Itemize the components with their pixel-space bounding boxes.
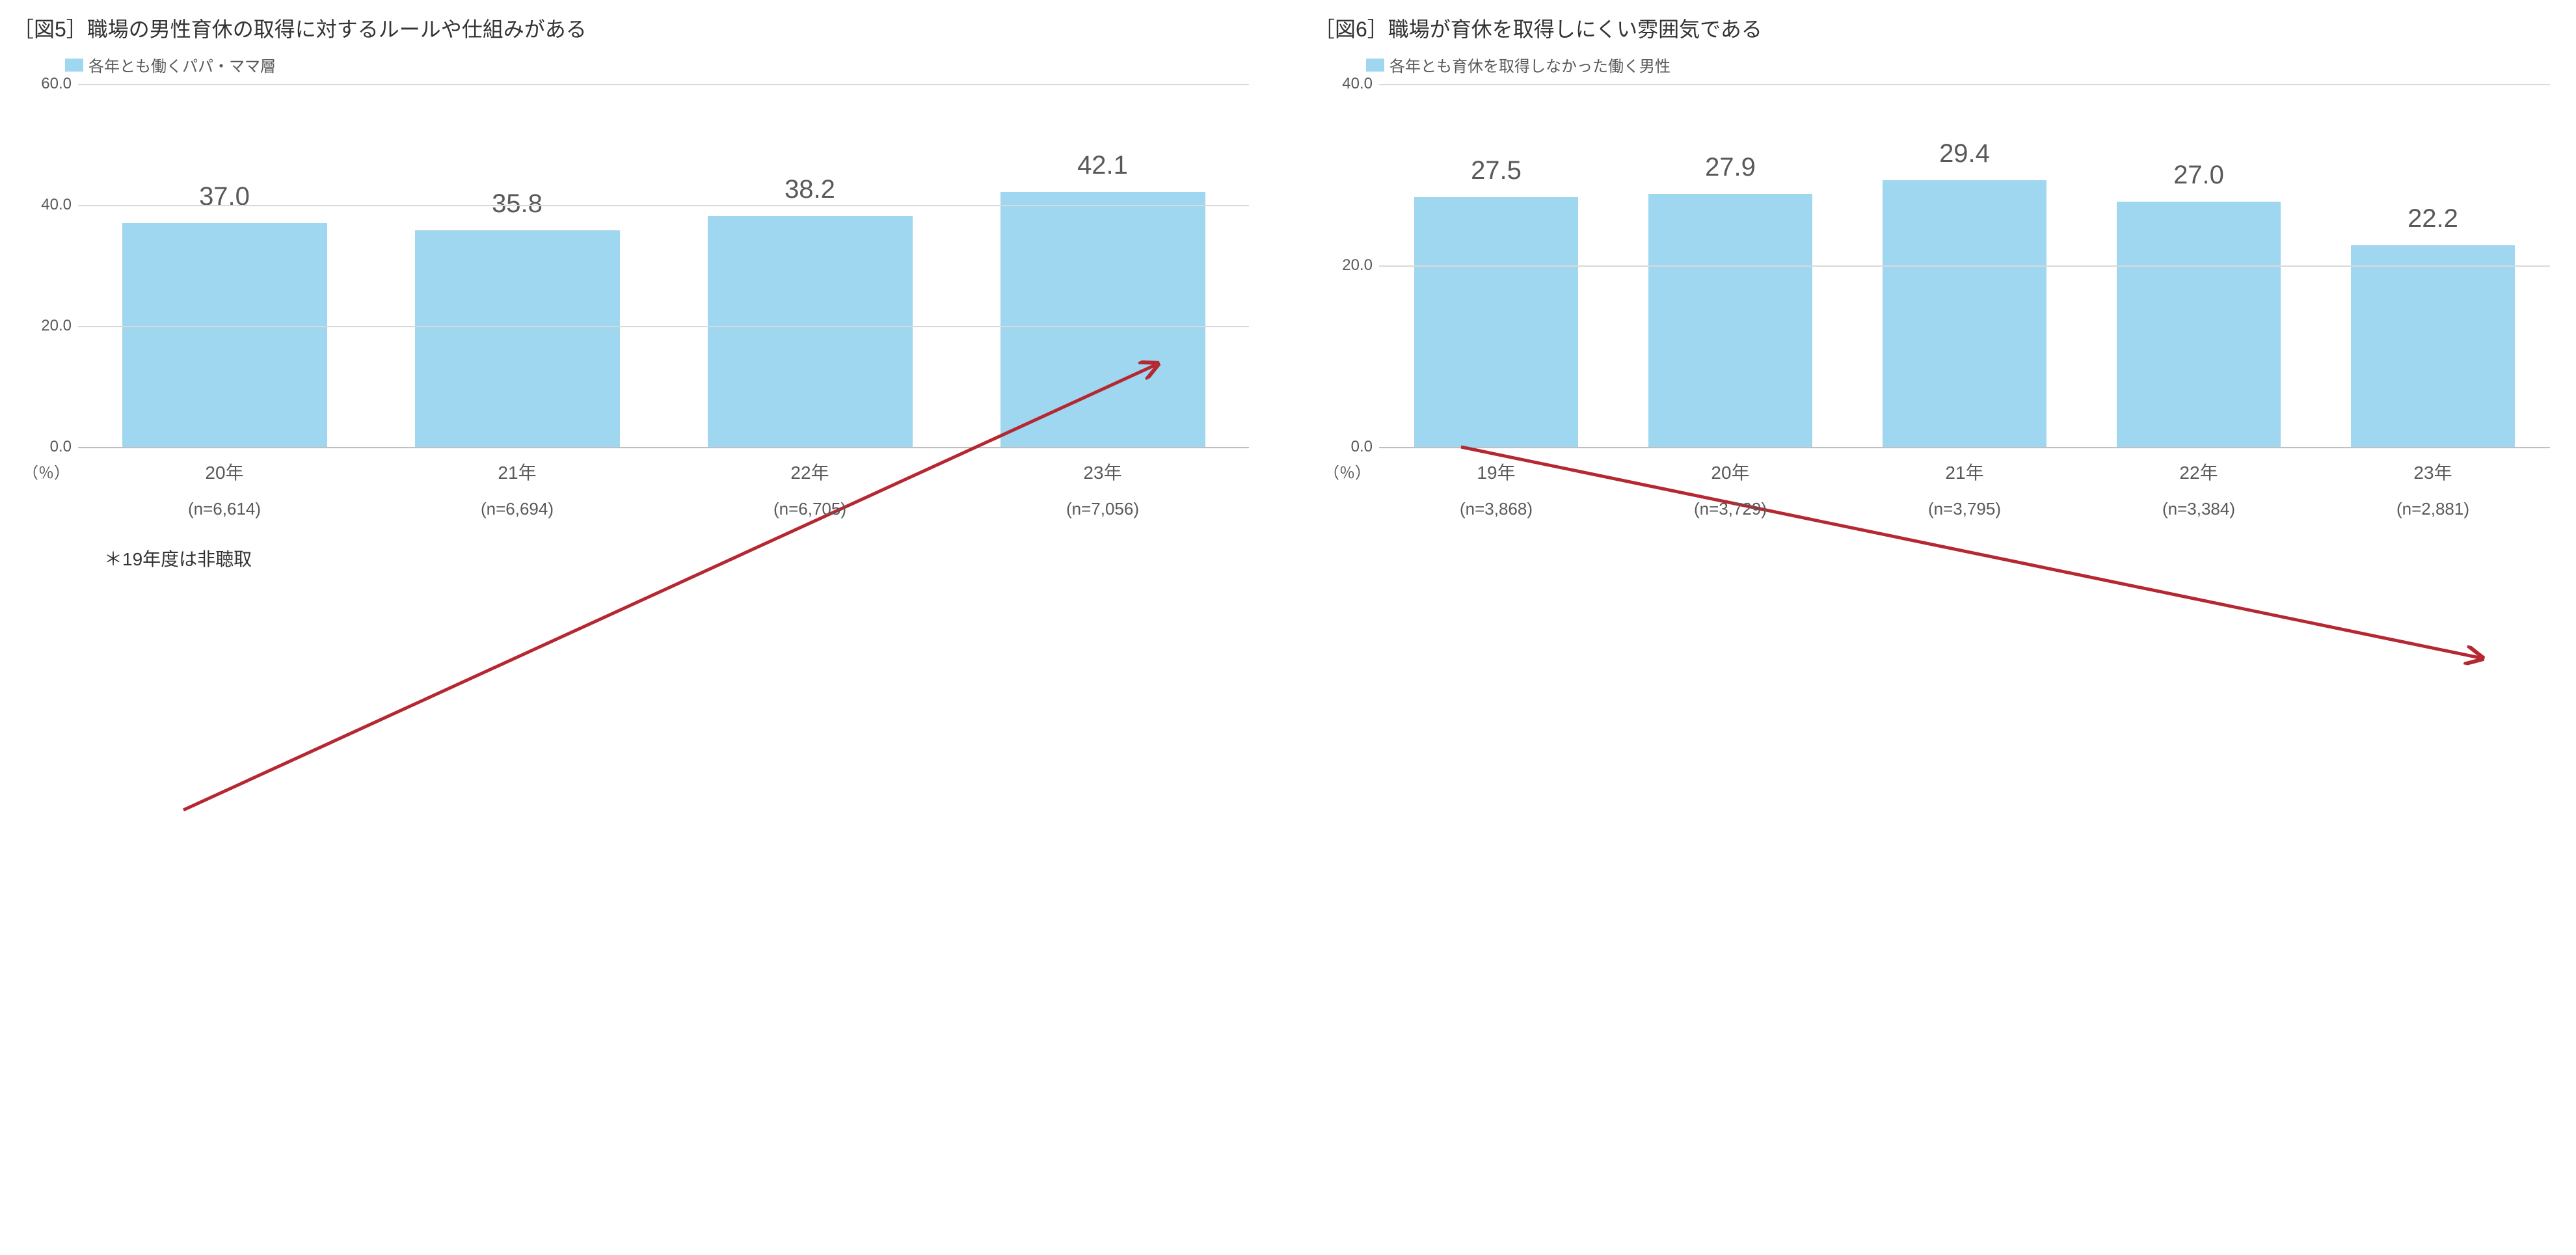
bar bbox=[1000, 192, 1205, 447]
xtick: 20年 (n=6,614) bbox=[78, 448, 371, 519]
xtick-year: 22年 bbox=[664, 459, 956, 485]
xtick: 23年 (n=2,881) bbox=[2316, 448, 2550, 519]
xtick-n: (n=6,705) bbox=[664, 499, 956, 519]
bar bbox=[1414, 197, 1578, 447]
bar-value-label: 35.8 bbox=[492, 189, 543, 219]
bar-value-label: 38.2 bbox=[785, 175, 835, 204]
bar-value-label: 22.2 bbox=[2408, 204, 2458, 234]
bar-slot: 37.0 bbox=[78, 84, 371, 447]
xtick: 21年 (n=6,694) bbox=[371, 448, 664, 519]
bar-value-label: 42.1 bbox=[1077, 151, 1128, 180]
xtick-n: (n=3,729) bbox=[1613, 499, 1847, 519]
chart6-xaxis: （％） 19年(n=3,868)20年(n=3,729)21年(n=3,795)… bbox=[1379, 448, 2550, 519]
ytick-label: 60.0 bbox=[26, 75, 72, 93]
xtick: 21年 (n=3,795) bbox=[1847, 448, 2082, 519]
xtick-year: 20年 bbox=[78, 459, 371, 485]
chart5-footnote: ＊19年度は非聴取 bbox=[104, 545, 1262, 571]
xtick-n: (n=6,694) bbox=[371, 499, 664, 519]
gridline bbox=[1379, 84, 2550, 85]
xtick: 22年 (n=6,705) bbox=[664, 448, 956, 519]
bar-slot: 42.1 bbox=[956, 84, 1249, 447]
ytick-label: 20.0 bbox=[1327, 256, 1373, 275]
bar bbox=[2351, 245, 2515, 447]
xtick: 23年 (n=7,056) bbox=[956, 448, 1249, 519]
chart6-legend-label: 各年とも育休を取得しなかった働く男性 bbox=[1389, 53, 1670, 76]
chart5-pct-unit: （％） bbox=[23, 460, 70, 483]
chart5-xticks: 20年 (n=6,614)21年 (n=6,694)22年 (n=6,705)23年 (… bbox=[78, 448, 1249, 519]
chart6-legend-swatch bbox=[1366, 59, 1384, 72]
xtick-year: 21年 bbox=[371, 459, 664, 485]
xtick: 22年 (n=3,384) bbox=[2082, 448, 2316, 519]
bar bbox=[415, 230, 620, 447]
chart5-xaxis: （％） 20年(n=6,614)21年(n=6,694)22年(n=6,705)… bbox=[78, 448, 1249, 519]
bar-value-label: 27.9 bbox=[1705, 153, 1756, 182]
ytick-label: 0.0 bbox=[1327, 438, 1373, 456]
ytick-label: 20.0 bbox=[26, 317, 72, 335]
chart6-panel: ［図6］職場が育休を取得しにくい雰囲気である 各年とも育休を取得しなかった働く男… bbox=[1314, 13, 2563, 519]
xtick-n: (n=6,614) bbox=[78, 499, 371, 519]
xtick-year: 21年 bbox=[1847, 459, 2082, 485]
bar-slot: 35.8 bbox=[371, 84, 664, 447]
bar-slot: 38.2 bbox=[664, 84, 956, 447]
gridline bbox=[78, 84, 1249, 85]
gridline bbox=[1379, 265, 2550, 267]
charts-container: ［図5］職場の男性育休の取得に対するルールや仕組みがある 各年とも働くパパ・ママ… bbox=[13, 13, 2563, 571]
xtick-n: (n=7,056) bbox=[956, 499, 1249, 519]
xtick-year: 23年 bbox=[956, 459, 1249, 485]
bar bbox=[2117, 202, 2281, 447]
chart5-bars: 37.0 35.8 38.2 42.1 bbox=[78, 84, 1249, 447]
xtick-n: (n=3,795) bbox=[1847, 499, 2082, 519]
xtick-year: 19年 bbox=[1379, 459, 1613, 485]
chart6-legend: 各年とも育休を取得しなかった働く男性 bbox=[1366, 53, 2563, 76]
xtick-year: 23年 bbox=[2316, 459, 2550, 485]
chart5-title: ［図5］職場の男性育休の取得に対するルールや仕組みがある bbox=[13, 13, 1262, 43]
xtick: 19年 (n=3,868) bbox=[1379, 448, 1613, 519]
gridline bbox=[78, 205, 1249, 206]
bar bbox=[1648, 194, 1812, 447]
chart6-xticks: 19年(n=3,868)20年(n=3,729)21年(n=3,795)22年(… bbox=[1379, 448, 2550, 519]
chart5-legend: 各年とも働くパパ・ママ層 bbox=[65, 53, 1262, 76]
bar bbox=[708, 216, 913, 447]
chart6-plot: 27.527.929.427.022.2 0.020.040.0 bbox=[1379, 84, 2550, 448]
bar bbox=[1883, 180, 2046, 447]
chart6-area: 27.527.929.427.022.2 0.020.040.0 （％） 19年… bbox=[1314, 84, 2563, 519]
chart5-legend-label: 各年とも働くパパ・ママ層 bbox=[88, 53, 276, 76]
ytick-label: 40.0 bbox=[26, 196, 72, 214]
bar bbox=[122, 223, 327, 447]
chart5-plot: 37.035.838.242.1 0.020.040.060.0 bbox=[78, 84, 1249, 448]
xtick: 20年 (n=3,729) bbox=[1613, 448, 1847, 519]
chart5-panel: ［図5］職場の男性育休の取得に対するルールや仕組みがある 各年とも働くパパ・ママ… bbox=[13, 13, 1262, 571]
xtick-year: 22年 bbox=[2082, 459, 2316, 485]
ytick-label: 0.0 bbox=[26, 438, 72, 456]
chart5-legend-swatch bbox=[65, 59, 83, 72]
bar-value-label: 27.5 bbox=[1471, 156, 1522, 185]
bar-value-label: 29.4 bbox=[1939, 139, 1990, 169]
chart6-pct-unit: （％） bbox=[1324, 460, 1371, 483]
xtick-n: (n=3,384) bbox=[2082, 499, 2316, 519]
chart5-area: 37.035.838.242.1 0.020.040.060.0 （％） 20年… bbox=[13, 84, 1262, 519]
xtick-n: (n=3,868) bbox=[1379, 499, 1613, 519]
chart6-title: ［図6］職場が育休を取得しにくい雰囲気である bbox=[1314, 13, 2563, 43]
ytick-label: 40.0 bbox=[1327, 75, 1373, 93]
bar-value-label: 37.0 bbox=[199, 182, 250, 211]
xtick-year: 20年 bbox=[1613, 459, 1847, 485]
gridline bbox=[78, 326, 1249, 327]
bar-value-label: 27.0 bbox=[2173, 161, 2224, 190]
xtick-n: (n=2,881) bbox=[2316, 499, 2550, 519]
